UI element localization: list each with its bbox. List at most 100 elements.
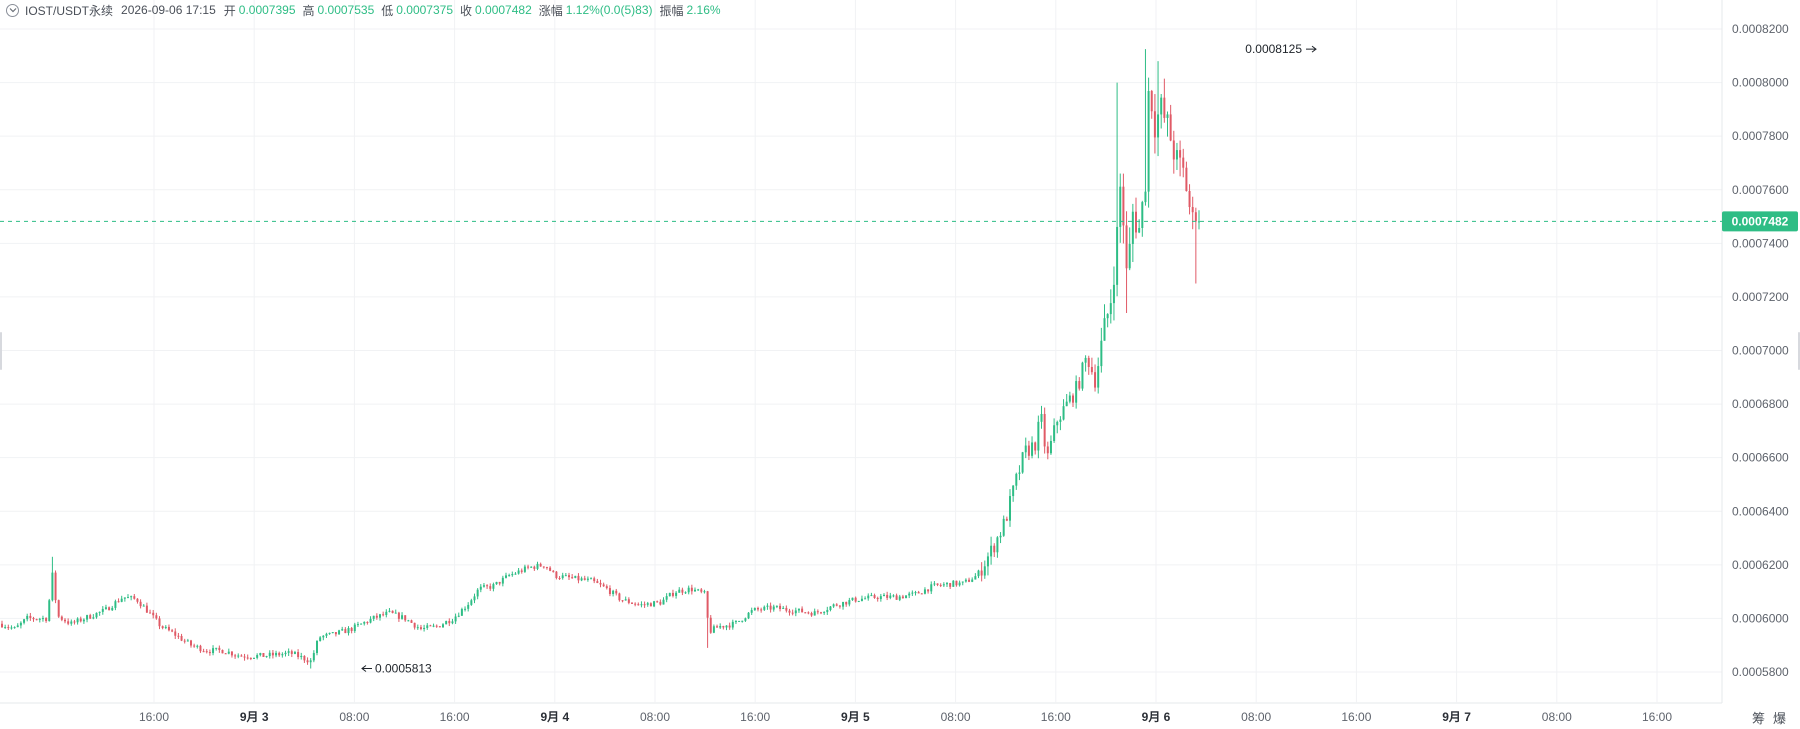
candle xyxy=(227,648,230,655)
y-tick-label: 0.0006400 xyxy=(1732,504,1789,518)
candle xyxy=(391,610,394,614)
candles xyxy=(1,49,1200,669)
candle xyxy=(920,593,923,595)
candle xyxy=(145,602,148,613)
candle xyxy=(536,561,539,571)
right-resize-handle[interactable] xyxy=(1798,332,1800,370)
candle xyxy=(757,606,759,612)
candle xyxy=(426,623,429,630)
chips-button[interactable]: 筹 xyxy=(1751,711,1773,726)
candle xyxy=(316,640,318,656)
candle xyxy=(996,536,999,558)
low-value: 0.0007375 xyxy=(396,3,454,17)
candle xyxy=(854,596,857,603)
candle xyxy=(946,581,948,588)
candle xyxy=(26,613,29,622)
candle xyxy=(35,618,38,621)
candle xyxy=(60,615,63,622)
open-label: 开 xyxy=(223,3,236,18)
candle xyxy=(955,580,958,587)
candle xyxy=(1185,161,1188,192)
candle xyxy=(419,624,422,631)
candle xyxy=(549,566,552,572)
candle xyxy=(256,653,259,660)
candle xyxy=(331,632,334,634)
candle xyxy=(338,629,341,635)
candle xyxy=(933,581,936,587)
candle xyxy=(350,626,353,634)
candle xyxy=(7,624,10,631)
candle xyxy=(1163,78,1166,123)
candle xyxy=(243,653,246,661)
candle xyxy=(1135,197,1137,239)
candle xyxy=(744,617,747,622)
candle xyxy=(857,600,860,603)
candle xyxy=(1081,361,1084,391)
candle xyxy=(104,604,107,610)
candle xyxy=(845,601,848,607)
candle xyxy=(278,651,281,657)
candle xyxy=(990,536,993,565)
candle xyxy=(864,596,867,600)
candle xyxy=(911,590,914,596)
candle xyxy=(208,649,211,656)
candle xyxy=(533,565,536,571)
candle xyxy=(564,572,567,577)
candle xyxy=(571,574,574,579)
candle xyxy=(1084,355,1087,372)
candle xyxy=(501,575,504,587)
candle xyxy=(4,624,7,629)
candle xyxy=(930,581,933,595)
candle xyxy=(457,612,460,618)
candle xyxy=(892,594,895,598)
candle xyxy=(842,601,845,610)
candle xyxy=(939,583,942,588)
burst-button[interactable]: 爆 xyxy=(1772,711,1794,726)
candle xyxy=(341,626,344,631)
candle xyxy=(738,620,741,622)
candle xyxy=(193,643,196,648)
candle xyxy=(438,626,441,628)
candle xyxy=(1103,304,1106,341)
candle xyxy=(293,650,296,655)
left-resize-handle[interactable] xyxy=(0,332,2,370)
x-tick-label: 08:00 xyxy=(1241,710,1271,724)
candle xyxy=(983,560,986,579)
low-label: 低 xyxy=(381,3,394,18)
candle xyxy=(898,594,901,602)
candle xyxy=(656,600,659,603)
candle xyxy=(262,653,265,657)
candle xyxy=(473,593,476,604)
candle xyxy=(95,612,98,619)
candle xyxy=(190,639,192,648)
candle xyxy=(659,599,662,606)
candle xyxy=(1046,441,1049,460)
candle xyxy=(1169,104,1172,142)
candle xyxy=(470,598,473,606)
candle xyxy=(671,589,674,598)
candle xyxy=(1125,211,1128,313)
candle xyxy=(823,611,826,615)
x-tick-label: 16:00 xyxy=(1642,710,1672,724)
y-tick-label: 0.0007400 xyxy=(1732,236,1789,250)
candle xyxy=(413,622,416,630)
last-price-tag xyxy=(1722,211,1798,232)
candle xyxy=(309,658,312,669)
candle xyxy=(249,657,252,661)
close-label: 收 xyxy=(460,3,473,18)
candle xyxy=(797,608,800,613)
candle xyxy=(993,543,996,558)
candle xyxy=(303,655,306,663)
candle xyxy=(820,611,822,615)
candle xyxy=(1116,82,1119,297)
candle xyxy=(1072,393,1074,407)
collapse-toggle-icon[interactable] xyxy=(6,3,19,17)
candle xyxy=(271,650,274,659)
candle xyxy=(1059,416,1062,431)
candle xyxy=(725,625,728,631)
candle xyxy=(700,588,703,594)
candle xyxy=(1087,355,1090,375)
candle xyxy=(180,633,183,642)
candle xyxy=(794,607,797,617)
